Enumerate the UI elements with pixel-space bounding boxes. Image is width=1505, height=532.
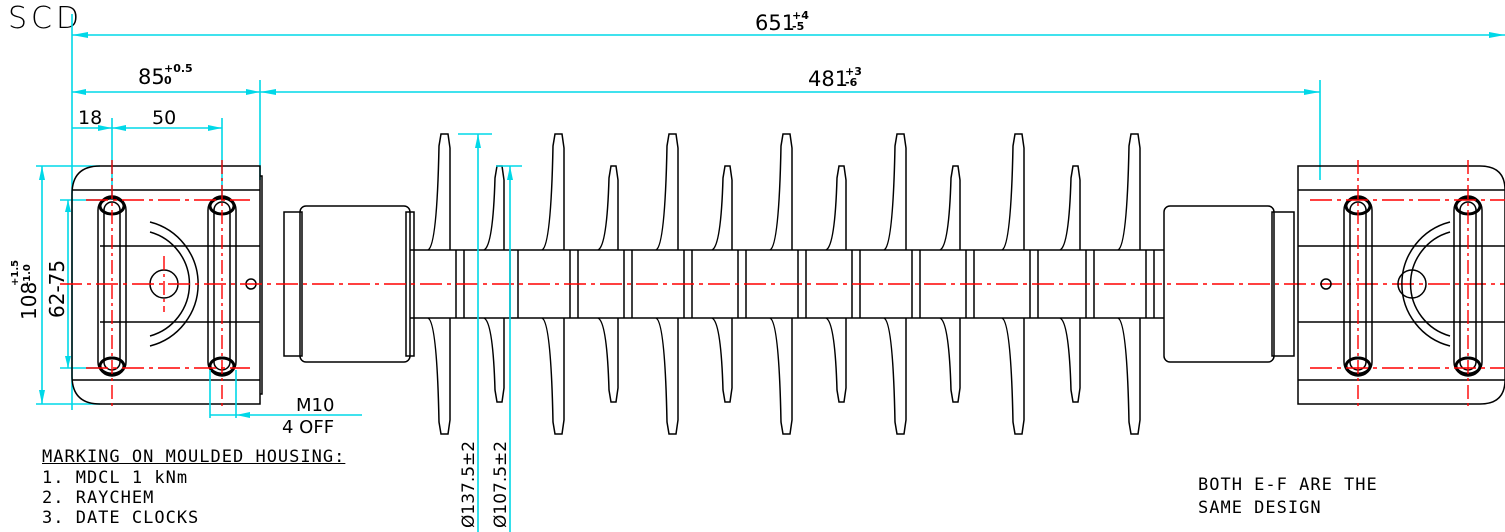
dim-50-value: 50 bbox=[152, 107, 176, 129]
right-end-fitting bbox=[1297, 160, 1505, 410]
overall-length-value: 651 bbox=[755, 11, 795, 35]
insulator-length-value: 481 bbox=[808, 67, 848, 91]
bolt-callout: M10 4 OFF bbox=[209, 370, 362, 438]
dim-18-value: 18 bbox=[78, 107, 102, 129]
marking-item-2: 2. RAYCHEM bbox=[42, 488, 155, 508]
title-stamp: SCD bbox=[8, 1, 83, 36]
shed-small-10 bbox=[939, 165, 961, 403]
shed-large-13 bbox=[1117, 133, 1141, 435]
shed-rib-9 bbox=[911, 250, 921, 318]
left-end-fitting bbox=[71, 160, 263, 410]
shed-small-6 bbox=[711, 165, 733, 403]
shed-large-diameter: Ø137.5±2 bbox=[459, 441, 479, 528]
end-fitting-length-value: 85 bbox=[138, 65, 165, 89]
insulator-tol-minus: -6 bbox=[845, 76, 858, 89]
shed-large-11 bbox=[1001, 133, 1025, 435]
marking-item-1: 1. MDCL 1 kNm bbox=[42, 468, 189, 488]
bolt-spacing-dimensions: 18 50 bbox=[72, 107, 223, 200]
insulator-tol-plus: +3 bbox=[845, 65, 862, 78]
insulator-length-dimension: 481 +3 -6 bbox=[260, 65, 1321, 180]
design-note-line1: BOTH E-F ARE THE bbox=[1198, 475, 1378, 495]
marking-item-3: 3. DATE CLOCKS bbox=[42, 508, 200, 528]
shed-large-1 bbox=[427, 133, 451, 435]
shed-large-3 bbox=[541, 133, 565, 435]
shed-large-7 bbox=[769, 133, 793, 435]
bolt-qty: 4 OFF bbox=[282, 417, 334, 438]
height-value: 108 bbox=[17, 282, 41, 320]
bolt-spec: M10 bbox=[296, 395, 334, 416]
shed-small-diameter: Ø107.5±2 bbox=[491, 441, 511, 528]
shed-large-9 bbox=[883, 133, 907, 435]
overall-length-dimension: 651 +4 -5 bbox=[71, 9, 1505, 410]
shed-large-5 bbox=[655, 133, 679, 435]
marking-heading: MARKING ON MOULDED HOUSING: bbox=[42, 447, 346, 467]
shed-small-4 bbox=[597, 165, 619, 403]
end-fitting-dimension: 85 +0.5 0 bbox=[72, 62, 261, 180]
height-tol-plus: +1.5 bbox=[10, 260, 21, 286]
overall-length-tol-minus: -5 bbox=[792, 20, 804, 33]
end-fitting-tol-minus: 0 bbox=[164, 74, 172, 87]
end-fitting-tol-plus: +0.5 bbox=[164, 62, 193, 75]
design-note-line2: SAME DESIGN bbox=[1198, 498, 1322, 518]
shed-rib-4 bbox=[623, 250, 633, 318]
shed-diameter-dimensions: Ø137.5±2 Ø107.5±2 bbox=[458, 133, 522, 532]
shed-small-12 bbox=[1059, 165, 1081, 403]
shed-small-8 bbox=[825, 165, 847, 403]
insulator-body bbox=[60, 133, 1505, 435]
pin-range-value: 62-75 bbox=[45, 260, 69, 318]
overall-length-tol-plus: +4 bbox=[792, 9, 809, 22]
height-tol-minus: -1.0 bbox=[22, 264, 33, 286]
